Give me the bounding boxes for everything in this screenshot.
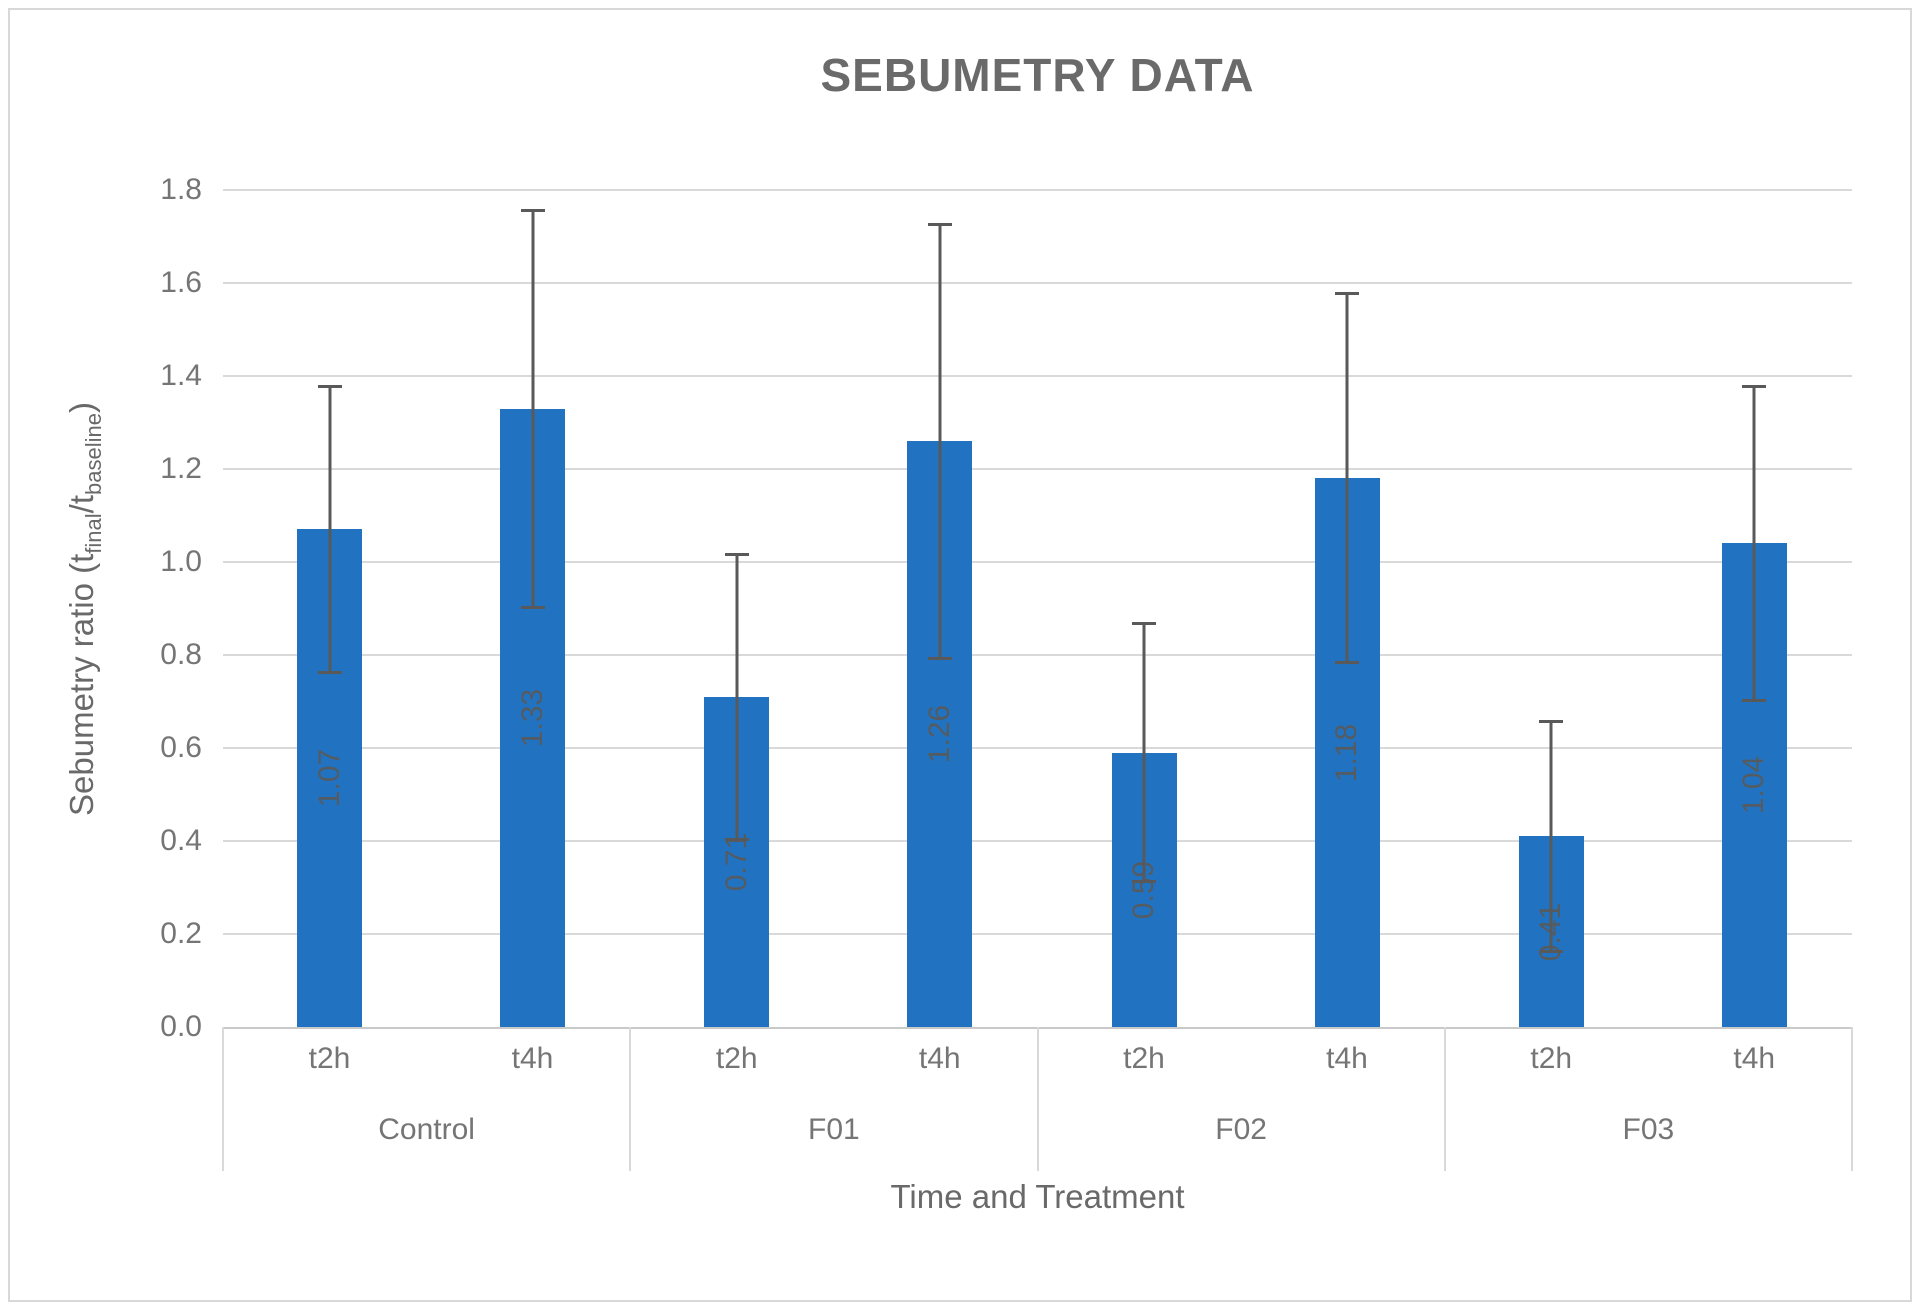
y-tick-label: 0.6 (160, 731, 202, 764)
x-tick-label-control-t2h: t2h (308, 1042, 351, 1075)
y-axis-title: Sebumetry ratio (tfinal/tbaseline) (63, 402, 107, 816)
y-gridline (223, 840, 1852, 842)
error-bar-cap-bottom (724, 838, 749, 841)
error-bar-line (1142, 622, 1146, 883)
error-bar-cap-top (1742, 385, 1767, 389)
bar-data-label: 1.04 (1737, 755, 1771, 815)
y-tick-label: 0.2 (160, 917, 202, 950)
x-tick-label-f01-t2h: t2h (715, 1042, 758, 1075)
x-tick-label-f03-t2h: t2h (1530, 1042, 1573, 1075)
y-axis-title-sub-final: final (80, 512, 106, 554)
x-group-label-control: Control (378, 1113, 475, 1146)
y-tick-label: 0.4 (160, 824, 202, 857)
x-group-separator (1851, 1027, 1853, 1171)
y-axis-title-slash: /t (63, 494, 101, 513)
error-bar-cap-top (317, 385, 342, 389)
x-tick-label-control-t4h: t4h (511, 1042, 554, 1075)
x-group-separator (222, 1027, 224, 1171)
error-bar-cap-bottom (1335, 661, 1359, 665)
error-bar-cap-bottom (1742, 698, 1767, 702)
x-axis-title: Time and Treatment (890, 1178, 1185, 1215)
y-gridline (223, 654, 1852, 656)
bar-data-label: 1.07 (312, 749, 346, 808)
error-bar-cap-top (1539, 720, 1564, 724)
error-bar-cap-top (724, 552, 749, 556)
x-tick-label-f02-t2h: t2h (1123, 1042, 1165, 1075)
error-bar-line (1752, 385, 1756, 702)
x-tick-label-f02-t4h: t4h (1326, 1042, 1368, 1075)
x-tick-label-f03-t4h: t4h (1733, 1042, 1776, 1075)
bar-data-label: 0.41 (1534, 902, 1568, 961)
y-axis-title-close: ) (63, 401, 101, 413)
y-gridline (223, 933, 1852, 935)
error-bar-line (1549, 720, 1553, 953)
error-bar-cap-bottom (1132, 879, 1156, 883)
y-axis-title-sub-baseline: baseline (80, 412, 106, 495)
error-bar-line (735, 552, 739, 841)
y-tick-label: 0.0 (160, 1010, 202, 1043)
error-bar-cap-top (927, 222, 952, 226)
bar-data-label: 1.33 (515, 688, 549, 747)
x-tick-label-f01-t4h: t4h (918, 1042, 961, 1075)
y-tick-label: 1.6 (160, 266, 202, 299)
y-gridline (223, 189, 1852, 191)
y-gridline (223, 375, 1852, 377)
error-bar-cap-bottom (317, 670, 342, 674)
error-bar-line (328, 385, 331, 674)
x-group-separator (1443, 1027, 1446, 1171)
error-bar-cap-top (1335, 292, 1359, 296)
y-gridline (223, 282, 1852, 284)
y-axis-title-text: Sebumetry ratio (t (63, 553, 101, 816)
error-bar-cap-bottom (927, 656, 952, 660)
bar-data-label: 1.26 (922, 704, 956, 764)
error-bar-cap-bottom (520, 605, 545, 609)
bar-data-label: 0.59 (1127, 860, 1160, 920)
y-tick-label: 1.2 (160, 452, 202, 485)
y-tick-label: 1.0 (160, 545, 202, 578)
error-bar-line (938, 222, 942, 660)
x-group-label-f01: F01 (808, 1113, 860, 1146)
y-tick-label: 1.4 (160, 359, 202, 392)
x-group-separator (1036, 1027, 1039, 1171)
y-gridline (223, 747, 1852, 749)
bar-data-label: 0.71 (719, 832, 753, 892)
y-gridline (223, 561, 1852, 563)
y-tick-label: 1.8 (160, 173, 202, 206)
y-gridline (223, 468, 1852, 470)
bar-data-label: 1.18 (1330, 723, 1363, 782)
error-bar-cap-bottom (1539, 949, 1564, 953)
error-bar-line (1345, 292, 1349, 665)
x-group-label-f02: F02 (1215, 1113, 1267, 1146)
chart-title: SEBUMETRY DATA (820, 49, 1255, 101)
x-group-label-f03: F03 (1622, 1113, 1675, 1146)
y-tick-label: 0.8 (160, 638, 202, 671)
error-bar-cap-top (520, 208, 545, 212)
x-group-separator (629, 1027, 632, 1171)
error-bar-line (531, 208, 534, 609)
error-bar-cap-top (1132, 622, 1156, 626)
